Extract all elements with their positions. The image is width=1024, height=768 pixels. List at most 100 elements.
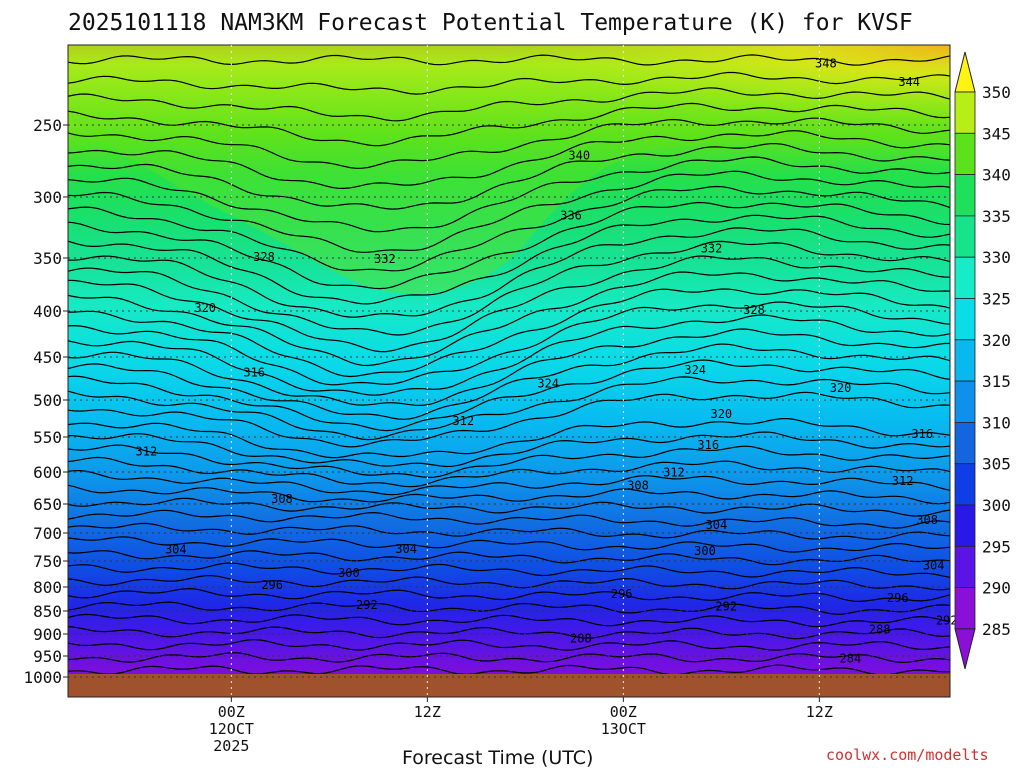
- plot-field: [68, 45, 950, 697]
- contour-label: 336: [560, 209, 582, 223]
- isentrope-line: [68, 170, 950, 253]
- colorbar-bottom-arrow: [954, 628, 976, 670]
- colorbar-swatch: [954, 256, 976, 299]
- contour-label: 332: [701, 241, 723, 255]
- isentrope-line: [68, 587, 950, 603]
- y-tick-label: 750: [33, 552, 62, 571]
- colorbar-label: 305: [982, 455, 1011, 474]
- contour-label: 332: [374, 252, 396, 266]
- contour-label: 328: [253, 250, 275, 264]
- y-tick-label: 700: [33, 524, 62, 543]
- contour-label: 312: [663, 465, 685, 479]
- contour-label: 320: [710, 407, 732, 421]
- contour-label: 328: [743, 303, 765, 317]
- isentrope-line: [68, 271, 950, 367]
- isentrope-contours: [68, 54, 950, 676]
- isentrope-line: [68, 87, 950, 122]
- colorbar-label: 285: [982, 620, 1011, 639]
- colorbar-label: 330: [982, 248, 1011, 267]
- isentrope-line: [68, 255, 950, 353]
- y-tick-label: 600: [33, 463, 62, 482]
- isentrope-line: [68, 314, 950, 396]
- colorbar-swatch: [954, 298, 976, 341]
- isentrope-line: [68, 185, 950, 272]
- colorbar-label: 290: [982, 579, 1011, 598]
- y-tick-label: 950: [33, 647, 62, 666]
- contour-label: 296: [261, 578, 283, 592]
- isentrope-line: [68, 117, 950, 169]
- isentrope-line: [68, 484, 950, 505]
- contour-label: 292: [936, 614, 958, 628]
- colorbar: 285 290 295 300 305 310 315 320 325 330 335 340 345 3…: [954, 51, 1011, 670]
- contour-label: 348: [815, 57, 837, 71]
- isentrope-line: [68, 469, 950, 496]
- contour-label: 304: [395, 542, 417, 556]
- x-tick-label: 2025: [213, 737, 249, 755]
- contour-label: 316: [697, 438, 719, 452]
- y-tick-label: 400: [33, 302, 62, 321]
- y-tick-label: 250: [33, 116, 62, 135]
- gridlines: [68, 45, 950, 697]
- contour-label: 304: [706, 518, 728, 532]
- isentrope-line: [68, 214, 950, 305]
- contour-label: 308: [916, 513, 938, 527]
- colorbar-label: 350: [982, 83, 1011, 102]
- contour-label: 312: [136, 444, 158, 458]
- contour-label: 308: [627, 479, 649, 493]
- isentrope-line: [68, 301, 950, 386]
- y-tick-label: 850: [33, 602, 62, 621]
- contour-label: 312: [452, 414, 474, 428]
- colorbar-swatch: [954, 463, 976, 506]
- isentrope-line: [68, 613, 950, 628]
- isentrope-line: [68, 509, 950, 529]
- contour-label: 296: [887, 591, 909, 605]
- isentrope-line: [68, 359, 950, 432]
- y-tick-label: 800: [33, 578, 62, 597]
- contour-label: 344: [898, 75, 920, 89]
- colorbar-top-arrow: [954, 51, 976, 93]
- yellow-corner: [500, 45, 950, 125]
- y-tick-label: 450: [33, 348, 62, 367]
- x-tick-label: 13OCT: [601, 720, 646, 738]
- colorbar-swatch: [954, 215, 976, 258]
- colorbar-swatch: [954, 587, 976, 630]
- isentrope-line: [68, 626, 950, 640]
- y-tick-label: 900: [33, 625, 62, 644]
- colorbar-label: 295: [982, 537, 1011, 556]
- contour-label: 292: [715, 600, 737, 614]
- y-tick-label: 1000: [23, 668, 62, 687]
- contour-label: 300: [694, 544, 716, 558]
- contour-label: 304: [923, 559, 945, 573]
- isentrope-line: [68, 497, 950, 517]
- contour-label: 288: [570, 631, 592, 645]
- contour-label: 308: [271, 492, 293, 506]
- colorbar-swatch: [954, 91, 976, 134]
- colorbar-swatch: [954, 504, 976, 547]
- colorbar-label: 340: [982, 166, 1011, 185]
- isentrope-line: [68, 444, 950, 479]
- contour-labels: 348 344 340 336 332 332 328 328 320 324 324 320 320 3…: [136, 57, 958, 666]
- isentrope-line: [68, 142, 950, 210]
- contour-label: 340: [568, 149, 590, 163]
- colorbar-swatch: [954, 132, 976, 176]
- chart-title: 2025101118 NAM3KM Forecast Potential Tem…: [68, 10, 913, 36]
- colorbar-label: 325: [982, 290, 1011, 309]
- colorbar-swatch: [954, 339, 976, 382]
- isentrope-line: [68, 240, 950, 336]
- isentrope-line: [68, 201, 950, 290]
- contour-label: 312: [892, 474, 914, 488]
- isentrope-line: [68, 652, 950, 664]
- contour-label: 316: [243, 365, 265, 379]
- contour-label: 320: [830, 381, 852, 395]
- colorbar-label: 345: [982, 124, 1011, 143]
- isentrope-line: [68, 391, 950, 448]
- contour-label: 292: [356, 598, 378, 612]
- contour-label: 324: [684, 363, 706, 377]
- isentrope-line: [68, 536, 950, 553]
- x-tick-label: 00Z: [218, 703, 245, 721]
- x-tick-label: 12OCT: [209, 720, 254, 738]
- colorbar-swatch: [954, 380, 976, 423]
- contour-label: 288: [869, 622, 891, 636]
